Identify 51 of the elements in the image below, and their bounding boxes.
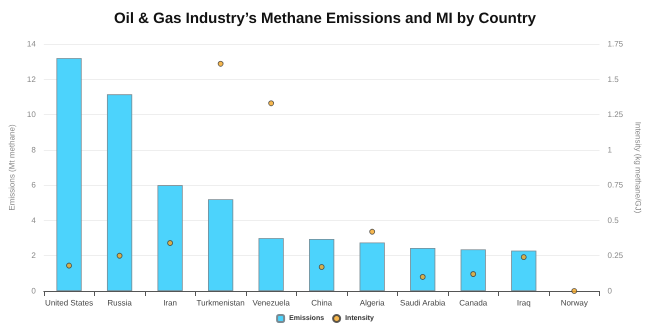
y-tick-label: 10: [26, 110, 36, 120]
point: [218, 60, 224, 67]
y-tick-label: 6: [31, 180, 36, 190]
point: [470, 271, 476, 277]
point: [116, 252, 122, 259]
x-tick-label: China: [311, 298, 333, 308]
y2-tick-label: 1.25: [608, 110, 624, 120]
y-tick-label: 4: [31, 216, 36, 225]
x-tick-label: Turkmenistan: [196, 298, 245, 308]
y2-tick-label: 0: [608, 286, 613, 296]
bar: [106, 94, 132, 291]
y-tick-label: 0: [31, 286, 36, 296]
y2-tick-label: 1.5: [608, 74, 620, 84]
point: [520, 254, 527, 260]
y2-axis-title: Intensity (kg methane/GJ): [634, 122, 642, 214]
bar: [410, 248, 436, 291]
y2-tick-label: 1.75: [608, 40, 624, 48]
bar: [309, 238, 334, 291]
x-tick-label: Norway: [560, 298, 588, 308]
x-tick-label: Iraq: [516, 298, 531, 308]
x-tick-label: Canada: [459, 298, 488, 308]
y-tick-label: 14: [26, 40, 36, 48]
bar: [56, 58, 82, 291]
point: [167, 240, 173, 246]
point: [66, 262, 72, 268]
bar: [157, 185, 183, 291]
bar: [360, 242, 385, 291]
bar: [208, 199, 234, 291]
point: [420, 274, 426, 280]
bar: [460, 249, 486, 291]
y2-tick-label: 0.25: [608, 251, 624, 260]
point: [268, 100, 274, 106]
y-tick-label: 12: [26, 74, 36, 84]
y2-tick-label: 0.5: [608, 216, 620, 225]
bar: [258, 238, 284, 291]
x-tick-label: Saudi Arabia: [400, 298, 446, 308]
y2-tick-label: 1: [608, 145, 613, 154]
y-tick-label: 2: [31, 251, 36, 260]
x-tick-label: Algeria: [360, 298, 386, 308]
y2-tick-label: 0.75: [608, 180, 624, 190]
x-tick-label: Venezuela: [252, 298, 290, 308]
point: [571, 288, 578, 294]
x-tick-label: Iran: [163, 298, 177, 308]
point: [318, 264, 325, 270]
y-tick-label: 8: [31, 145, 36, 154]
chart-title: Oil & Gas Industry’s Methane Emissions and MI by Country: [114, 10, 537, 27]
bar: [511, 250, 536, 291]
point: [369, 228, 376, 235]
y-axis-title: Emissions (Mt methane): [8, 124, 16, 211]
x-tick-label: Russia: [107, 298, 132, 308]
x-tick-label: United States: [45, 298, 94, 308]
